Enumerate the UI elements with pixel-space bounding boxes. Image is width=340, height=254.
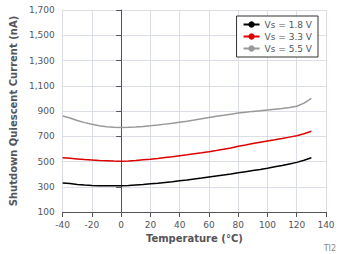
svg-text:100: 100 [37,207,54,217]
svg-text:-40: -40 [55,220,70,230]
svg-text:140: 140 [317,220,334,230]
svg-text:Vs = 5.5 V: Vs = 5.5 V [265,44,313,54]
svg-text:1,700: 1,700 [29,5,55,15]
svg-text:100: 100 [259,220,276,230]
svg-text:80: 80 [232,220,244,230]
svg-text:20: 20 [145,220,157,230]
svg-text:300: 300 [37,182,54,192]
svg-text:0: 0 [118,220,124,230]
svg-text:900: 900 [37,106,54,116]
svg-text:1,300: 1,300 [29,56,55,66]
svg-text:40: 40 [174,220,186,230]
svg-text:500: 500 [37,157,54,167]
svg-text:Vs = 1.8 V: Vs = 1.8 V [265,20,313,30]
svg-text:700: 700 [37,131,54,141]
svg-text:60: 60 [203,220,215,230]
svg-text:Temperature (°C): Temperature (°C) [146,233,243,244]
svg-text:1,100: 1,100 [29,81,55,91]
svg-text:1,500: 1,500 [29,30,55,40]
svg-text:120: 120 [288,220,305,230]
svg-text:Shutdown Quiescent Current (nA: Shutdown Quiescent Current (nA) [8,16,19,206]
svg-text:TI2: TI2 [323,244,336,253]
svg-text:Vs = 3.3 V: Vs = 3.3 V [265,32,313,42]
svg-text:-20: -20 [85,220,100,230]
